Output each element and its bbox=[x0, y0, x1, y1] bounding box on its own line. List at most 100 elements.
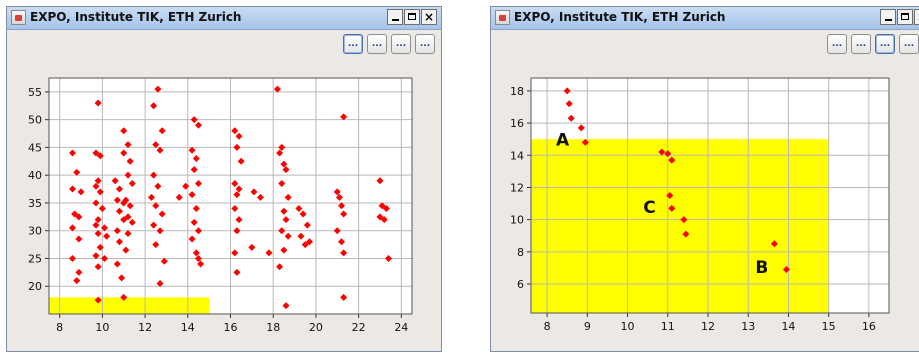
x-tick-label: 16 bbox=[862, 320, 876, 333]
data-point bbox=[295, 204, 303, 212]
x-tick-label: 8 bbox=[56, 321, 63, 334]
data-point bbox=[306, 238, 314, 246]
x-tick-label: 10 bbox=[95, 321, 109, 334]
x-tick-label: 16 bbox=[224, 321, 238, 334]
data-point bbox=[92, 221, 100, 229]
data-point bbox=[126, 157, 134, 165]
data-point bbox=[250, 188, 258, 196]
data-point bbox=[188, 235, 196, 243]
x-tick-label: 11 bbox=[661, 320, 675, 333]
data-point bbox=[282, 166, 290, 174]
data-point bbox=[68, 185, 76, 193]
toolbar-button-2[interactable]: ... bbox=[367, 34, 387, 54]
data-point bbox=[101, 224, 109, 232]
data-point bbox=[156, 146, 164, 154]
data-point bbox=[299, 210, 307, 218]
x-tick-label: 12 bbox=[701, 320, 715, 333]
title-bar[interactable]: EXPO, Institute TIK, ETH Zurich × bbox=[7, 7, 441, 30]
data-point bbox=[77, 188, 85, 196]
x-tick-label: 14 bbox=[781, 320, 795, 333]
title-bar[interactable]: EXPO, Institute TIK, ETH Zurich × bbox=[491, 7, 919, 30]
data-point bbox=[658, 148, 666, 156]
x-tick-label: 22 bbox=[352, 321, 366, 334]
data-point bbox=[126, 202, 134, 210]
data-point bbox=[278, 180, 286, 188]
close-icon[interactable]: × bbox=[914, 9, 919, 25]
toolbar-button-4[interactable]: ... bbox=[899, 34, 919, 54]
data-point bbox=[581, 138, 589, 146]
data-point bbox=[94, 263, 102, 271]
java-icon bbox=[495, 10, 510, 25]
data-point bbox=[265, 249, 273, 257]
data-point bbox=[378, 202, 386, 210]
maximize-icon[interactable] bbox=[404, 9, 420, 25]
data-point bbox=[231, 249, 239, 257]
toolbar-button-1[interactable]: ... bbox=[343, 34, 363, 54]
scatter-plot-right: 8 9 10 11 12 13 14 15 16 6 8 10 12 14 16 18 A C B bbox=[510, 77, 890, 333]
data-point bbox=[668, 204, 676, 212]
data-point bbox=[382, 204, 390, 212]
data-point bbox=[235, 216, 243, 224]
data-point bbox=[192, 155, 200, 163]
data-point bbox=[664, 150, 672, 158]
data-point bbox=[376, 213, 384, 221]
x-tick-label: 12 bbox=[138, 321, 152, 334]
data-point bbox=[192, 204, 200, 212]
data-point bbox=[128, 218, 136, 226]
x-tick-label: 13 bbox=[741, 320, 755, 333]
data-point bbox=[96, 152, 104, 160]
data-point bbox=[282, 216, 290, 224]
data-point bbox=[182, 182, 190, 190]
toolbar-button-1[interactable]: ... bbox=[827, 34, 847, 54]
point-annotation-a: A bbox=[556, 131, 570, 151]
minimize-icon[interactable] bbox=[387, 9, 403, 25]
data-point bbox=[111, 177, 119, 185]
data-point bbox=[567, 114, 575, 122]
minimize-icon[interactable] bbox=[880, 9, 896, 25]
data-point bbox=[338, 202, 346, 210]
data-point bbox=[68, 254, 76, 262]
data-point bbox=[233, 227, 241, 235]
data-point bbox=[120, 293, 128, 301]
y-tick-label: 8 bbox=[517, 246, 524, 259]
data-point bbox=[75, 235, 83, 243]
data-point bbox=[235, 132, 243, 140]
data-point bbox=[158, 127, 166, 135]
window-title: EXPO, Institute TIK, ETH Zurich bbox=[514, 10, 726, 24]
y-tick-label: 35 bbox=[28, 197, 42, 210]
data-point bbox=[231, 180, 239, 188]
java-icon bbox=[11, 10, 26, 25]
y-tick-label: 16 bbox=[510, 117, 524, 130]
data-point bbox=[115, 238, 123, 246]
data-point bbox=[156, 279, 164, 287]
data-point bbox=[75, 213, 83, 221]
data-point bbox=[101, 254, 109, 262]
maximize-icon[interactable] bbox=[897, 9, 913, 25]
toolbar-button-2[interactable]: ... bbox=[851, 34, 871, 54]
x-tick-label: 9 bbox=[584, 320, 591, 333]
data-point bbox=[340, 249, 348, 257]
data-point bbox=[233, 143, 241, 151]
close-icon[interactable]: × bbox=[421, 9, 437, 25]
data-point bbox=[233, 268, 241, 276]
data-point bbox=[152, 241, 160, 249]
toolbar-button-3[interactable]: ... bbox=[875, 34, 895, 54]
data-point bbox=[115, 207, 123, 215]
window-title: EXPO, Institute TIK, ETH Zurich bbox=[30, 10, 242, 24]
plot-frame bbox=[48, 77, 413, 315]
highlight-region bbox=[531, 139, 829, 313]
scatter-plot-left: 8 10 12 14 16 18 20 22 24 20 25 30 35 40 45 50 55 bbox=[28, 77, 413, 334]
data-point bbox=[92, 252, 100, 260]
data-point bbox=[194, 180, 202, 188]
data-point bbox=[338, 238, 346, 246]
toolbar-button-4[interactable]: ... bbox=[415, 34, 435, 54]
data-point bbox=[154, 182, 162, 190]
toolbar-button-3[interactable]: ... bbox=[391, 34, 411, 54]
expo-window-left: EXPO, Institute TIK, ETH Zurich × ... ..… bbox=[6, 6, 442, 352]
data-point bbox=[282, 302, 290, 310]
data-point bbox=[563, 87, 571, 95]
data-point bbox=[150, 171, 158, 179]
data-point bbox=[668, 156, 676, 164]
point-annotation-c: C bbox=[643, 198, 655, 218]
data-point bbox=[124, 213, 132, 221]
